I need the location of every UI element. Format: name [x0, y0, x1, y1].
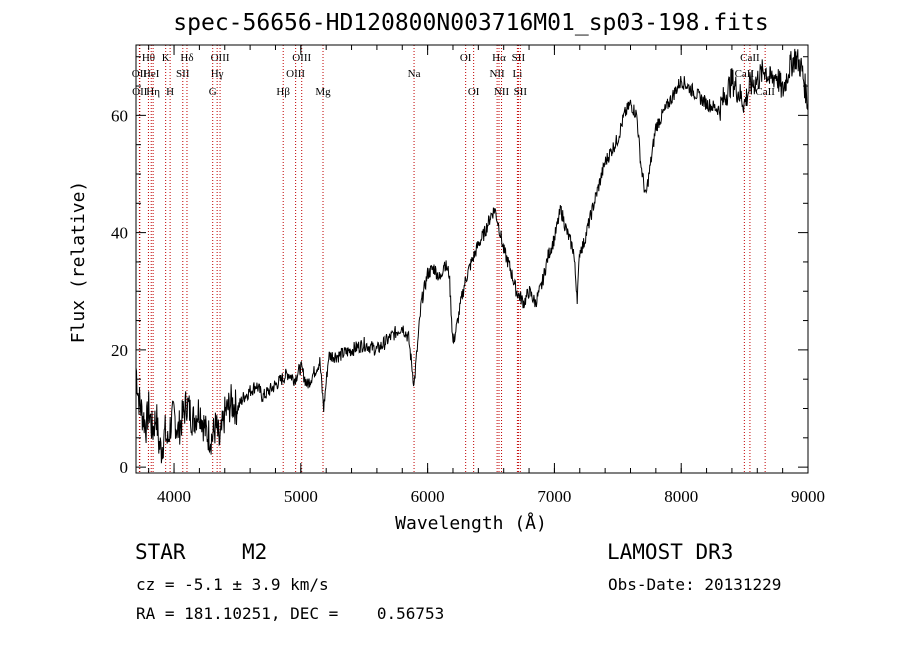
chart-title: spec-56656-HD120800N003716M01_sp03-198.f…	[173, 10, 768, 36]
observation-date: Obs-Date: 20131229	[608, 575, 782, 594]
y-tick-label: 0	[120, 458, 129, 477]
y-tick-label: 20	[111, 341, 128, 360]
spectral-line-label: Hβ	[276, 86, 290, 98]
x-tick-label: 6000	[411, 487, 445, 506]
spectrum-line	[135, 48, 809, 464]
spectral-line-label: G	[209, 86, 217, 98]
spectral-line-label: H	[166, 86, 174, 98]
spectral-line-label: Hη	[146, 86, 160, 98]
spectral-line-label: Na	[408, 68, 421, 80]
spectral-line-label: SII	[176, 68, 190, 80]
spectral-line-label: HeI	[143, 68, 160, 80]
spectral-line-label: OI	[468, 86, 480, 98]
redshift-velocity: cz = -5.1 ± 3.9 km/s	[136, 575, 329, 594]
spectral-line-label: Hθ	[142, 52, 155, 64]
spectral-line-label: OIII	[292, 52, 311, 64]
object-subclass: M2	[242, 540, 268, 564]
object-class: STAR	[135, 540, 186, 564]
x-axis-title: Wavelength (Å)	[395, 512, 547, 534]
x-tick-label: 5000	[284, 487, 318, 506]
spectral-line-label: Hγ	[211, 68, 224, 80]
spectral-line-label: CaII	[740, 52, 760, 64]
spectral-line-label: SII	[512, 52, 526, 64]
spectral-line-label: K	[162, 52, 170, 64]
spectral-line-label: NII	[489, 68, 505, 80]
x-tick-label: 8000	[664, 487, 698, 506]
axis-ticks: 4000 5000 6000 7000 8000 9000 0 20 40 60	[111, 45, 825, 506]
spectral-line-label: NII	[494, 86, 510, 98]
spectral-line-label: SII	[514, 86, 528, 98]
y-tick-label: 40	[111, 224, 128, 243]
x-tick-label: 4000	[157, 487, 191, 506]
x-tick-label: 9000	[791, 487, 825, 506]
survey-name: LAMOST DR3	[607, 540, 734, 564]
y-axis-title: Flux (relative)	[68, 181, 89, 344]
spectral-line-label: Li	[513, 68, 523, 80]
spectral-line-label: Hα	[492, 52, 506, 64]
spectrum-plot: spec-56656-HD120800N003716M01_sp03-198.f…	[68, 10, 825, 534]
coordinates: RA = 181.10251, DEC = 0.56753	[136, 604, 445, 623]
spectral-line-label: OI	[460, 52, 472, 64]
spectral-line-label: CaII	[755, 86, 775, 98]
spectral-line-label: OIII	[211, 52, 230, 64]
x-tick-label: 7000	[537, 487, 571, 506]
spectral-line-label: Mg	[315, 86, 331, 98]
y-tick-label: 60	[111, 106, 128, 125]
spectral-line-label: Hδ	[180, 52, 193, 64]
plot-frame	[135, 44, 809, 474]
spectral-line-label: OIII	[286, 68, 305, 80]
